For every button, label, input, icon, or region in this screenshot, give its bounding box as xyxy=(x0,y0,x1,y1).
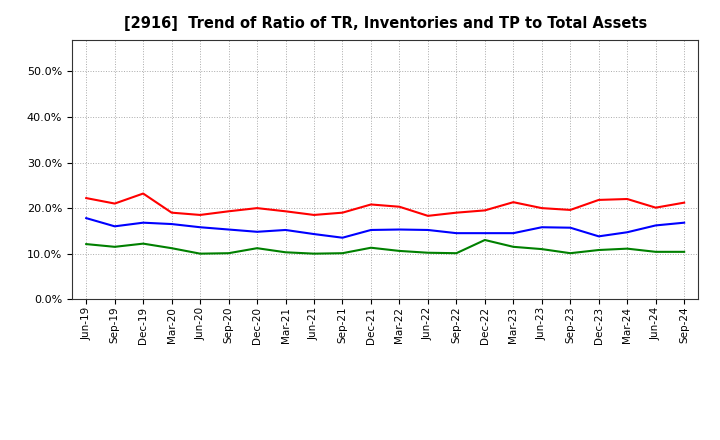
Trade Receivables xyxy=(366,202,375,207)
Inventories xyxy=(623,230,631,235)
Trade Payables xyxy=(282,249,290,255)
Trade Payables xyxy=(652,249,660,254)
Inventories xyxy=(196,224,204,230)
Trade Receivables xyxy=(82,195,91,201)
Inventories xyxy=(595,234,603,239)
Trade Payables xyxy=(366,245,375,250)
Inventories xyxy=(338,235,347,240)
Inventories xyxy=(82,216,91,221)
Trade Payables xyxy=(566,250,575,256)
Trade Payables xyxy=(253,246,261,251)
Title: [2916]  Trend of Ratio of TR, Inventories and TP to Total Assets: [2916] Trend of Ratio of TR, Inventories… xyxy=(124,16,647,32)
Trade Payables xyxy=(167,246,176,251)
Trade Payables xyxy=(225,250,233,256)
Line: Trade Payables: Trade Payables xyxy=(86,240,684,253)
Trade Receivables xyxy=(423,213,432,219)
Inventories xyxy=(366,227,375,233)
Trade Receivables xyxy=(253,205,261,211)
Trade Payables xyxy=(395,248,404,253)
Trade Payables xyxy=(196,251,204,256)
Trade Receivables xyxy=(566,207,575,213)
Inventories xyxy=(110,224,119,229)
Inventories xyxy=(310,231,318,237)
Trade Receivables xyxy=(623,196,631,202)
Trade Receivables xyxy=(480,208,489,213)
Trade Payables xyxy=(139,241,148,246)
Trade Payables xyxy=(509,244,518,249)
Inventories xyxy=(139,220,148,225)
Trade Receivables xyxy=(338,210,347,215)
Inventories xyxy=(253,229,261,235)
Trade Payables xyxy=(480,237,489,242)
Trade Receivables xyxy=(452,210,461,215)
Trade Receivables xyxy=(225,209,233,214)
Trade Payables xyxy=(338,250,347,256)
Trade Payables xyxy=(452,250,461,256)
Trade Receivables xyxy=(139,191,148,196)
Line: Inventories: Inventories xyxy=(86,218,684,238)
Inventories xyxy=(225,227,233,232)
Inventories xyxy=(509,231,518,236)
Trade Receivables xyxy=(110,201,119,206)
Trade Payables xyxy=(537,246,546,252)
Trade Payables xyxy=(82,242,91,247)
Trade Receivables xyxy=(310,213,318,218)
Inventories xyxy=(480,231,489,236)
Trade Receivables xyxy=(680,200,688,205)
Trade Receivables xyxy=(595,197,603,202)
Trade Receivables xyxy=(652,205,660,210)
Trade Payables xyxy=(110,244,119,249)
Inventories xyxy=(395,227,404,232)
Line: Trade Receivables: Trade Receivables xyxy=(86,194,684,216)
Trade Payables xyxy=(310,251,318,256)
Inventories xyxy=(167,221,176,227)
Trade Receivables xyxy=(509,200,518,205)
Inventories xyxy=(652,223,660,228)
Trade Receivables xyxy=(196,213,204,218)
Inventories xyxy=(282,227,290,233)
Inventories xyxy=(680,220,688,225)
Inventories xyxy=(566,225,575,230)
Trade Payables xyxy=(595,247,603,253)
Trade Payables xyxy=(680,249,688,254)
Trade Payables xyxy=(623,246,631,251)
Trade Receivables xyxy=(395,204,404,209)
Trade Receivables xyxy=(282,209,290,214)
Trade Receivables xyxy=(537,205,546,211)
Inventories xyxy=(452,231,461,236)
Inventories xyxy=(537,224,546,230)
Trade Receivables xyxy=(167,210,176,215)
Trade Payables xyxy=(423,250,432,255)
Inventories xyxy=(423,227,432,233)
